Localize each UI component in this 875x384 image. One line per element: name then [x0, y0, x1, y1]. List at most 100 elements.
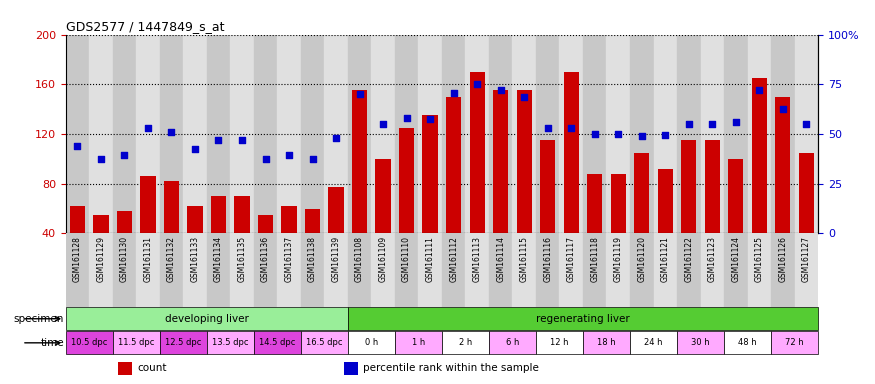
Text: count: count	[137, 364, 166, 374]
Bar	[630, 233, 654, 307]
Bar	[747, 35, 771, 233]
Point	[329, 135, 343, 141]
Point	[164, 128, 178, 134]
Bar	[606, 233, 630, 307]
Text: 12 h: 12 h	[550, 338, 569, 347]
Bar	[160, 233, 183, 307]
Bar	[66, 331, 113, 354]
Point	[752, 88, 766, 94]
Text: 2 h: 2 h	[458, 338, 472, 347]
Bar	[701, 35, 724, 233]
Bar	[206, 233, 230, 307]
Text: GSM161136: GSM161136	[261, 236, 270, 282]
Text: GSM161121: GSM161121	[661, 236, 669, 281]
Text: 24 h: 24 h	[644, 338, 662, 347]
Text: GSM161114: GSM161114	[496, 236, 505, 281]
Bar	[344, 362, 358, 375]
Bar	[211, 196, 226, 233]
Bar	[799, 153, 814, 233]
Bar	[583, 331, 630, 354]
Bar	[470, 72, 485, 233]
Bar	[446, 97, 461, 233]
Point	[612, 131, 626, 137]
Text: GSM161115: GSM161115	[520, 236, 528, 281]
Text: GSM161108: GSM161108	[355, 236, 364, 281]
Bar	[630, 331, 677, 354]
Bar	[94, 215, 108, 233]
Bar	[466, 35, 489, 233]
Text: GSM161111: GSM161111	[425, 236, 435, 281]
Bar	[304, 209, 320, 233]
Bar	[399, 128, 414, 233]
Bar	[277, 35, 301, 233]
Text: GSM161128: GSM161128	[73, 236, 82, 281]
Point	[94, 156, 108, 162]
Text: 72 h: 72 h	[785, 338, 804, 347]
Text: 0 h: 0 h	[365, 338, 378, 347]
Text: GSM161137: GSM161137	[284, 236, 293, 282]
Bar	[230, 233, 254, 307]
Bar	[258, 215, 273, 233]
Text: regenerating liver: regenerating liver	[536, 314, 630, 324]
Text: GSM161130: GSM161130	[120, 236, 129, 282]
Point	[446, 90, 460, 96]
Bar	[113, 35, 136, 233]
Bar	[395, 331, 442, 354]
Text: 30 h: 30 h	[691, 338, 710, 347]
Text: GDS2577 / 1447849_s_at: GDS2577 / 1447849_s_at	[66, 20, 224, 33]
Bar	[442, 233, 466, 307]
Bar	[301, 233, 325, 307]
Point	[376, 121, 390, 127]
Text: time: time	[40, 338, 64, 348]
Text: percentile rank within the sample: percentile rank within the sample	[363, 364, 539, 374]
Point	[634, 133, 648, 139]
Bar	[136, 233, 160, 307]
Point	[493, 88, 507, 94]
Text: GSM161118: GSM161118	[591, 236, 599, 281]
Bar	[677, 35, 701, 233]
Point	[117, 152, 131, 158]
Point	[141, 125, 155, 131]
Bar	[536, 35, 559, 233]
Bar	[771, 35, 794, 233]
Bar	[160, 35, 183, 233]
Text: GSM161109: GSM161109	[379, 236, 388, 282]
Text: GSM161120: GSM161120	[637, 236, 647, 281]
Bar	[254, 331, 301, 354]
Bar	[794, 35, 818, 233]
Bar	[513, 35, 536, 233]
Bar	[489, 35, 513, 233]
Bar	[418, 35, 442, 233]
Bar	[654, 233, 677, 307]
Point	[424, 116, 438, 122]
Bar	[254, 35, 277, 233]
Text: GSM161125: GSM161125	[755, 236, 764, 281]
Text: 16.5 dpc: 16.5 dpc	[306, 338, 342, 347]
Bar	[489, 331, 536, 354]
Bar	[559, 35, 583, 233]
Point	[564, 125, 578, 131]
Text: GSM161126: GSM161126	[779, 236, 788, 281]
Bar	[794, 233, 818, 307]
Bar	[493, 91, 508, 233]
Bar	[66, 307, 348, 330]
Bar	[66, 35, 89, 233]
Text: 12.5 dpc: 12.5 dpc	[165, 338, 201, 347]
Bar	[395, 233, 418, 307]
Text: GSM161113: GSM161113	[473, 236, 481, 281]
Point	[800, 121, 814, 127]
Text: GSM161129: GSM161129	[96, 236, 105, 281]
Bar	[724, 35, 747, 233]
Bar	[658, 169, 673, 233]
Bar	[183, 35, 206, 233]
Point	[188, 146, 202, 152]
Bar	[164, 181, 179, 233]
Point	[541, 125, 555, 131]
Bar	[418, 233, 442, 307]
Text: 6 h: 6 h	[506, 338, 519, 347]
Bar	[66, 233, 89, 307]
Bar	[701, 233, 724, 307]
Text: GSM161138: GSM161138	[308, 236, 317, 281]
Bar	[206, 331, 254, 354]
Text: GSM161122: GSM161122	[684, 236, 693, 281]
